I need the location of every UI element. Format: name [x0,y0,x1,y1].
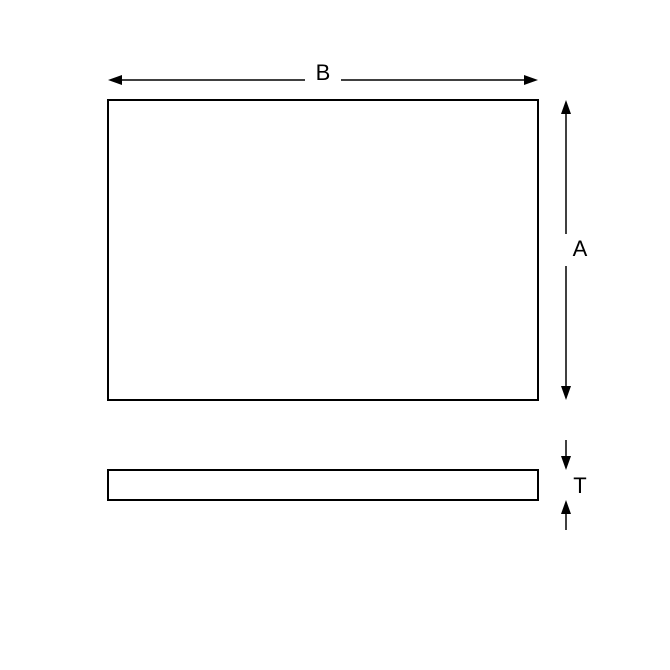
dim-t-label: T [573,473,586,498]
dim-t-arrow-bottom [561,500,571,514]
top-rectangle [108,100,538,400]
dim-b-arrow-left [108,75,122,85]
dim-a-arrow-bottom [561,386,571,400]
dim-t-arrow-top [561,456,571,470]
dim-a-arrow-top [561,100,571,114]
dim-a-label: A [573,236,588,261]
dimension-diagram: B A T [0,0,670,670]
dim-b-arrow-right [524,75,538,85]
dim-b-label: B [316,60,331,85]
bottom-rectangle [108,470,538,500]
